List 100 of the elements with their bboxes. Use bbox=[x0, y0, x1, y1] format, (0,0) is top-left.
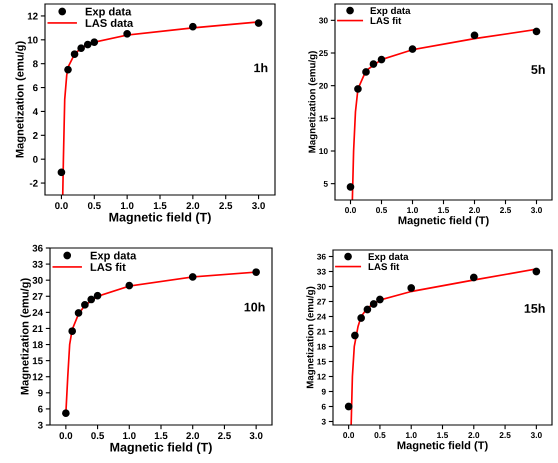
y-tick-label: 18 bbox=[32, 341, 43, 348]
point bbox=[81, 301, 89, 309]
y-tick-label: 36 bbox=[32, 244, 43, 252]
y-tick-label: 36 bbox=[316, 254, 326, 260]
x-tick-label: 2.5 bbox=[219, 202, 232, 210]
x-tick-label: 0.0 bbox=[55, 202, 68, 210]
x-tick-label: 2.5 bbox=[500, 432, 511, 438]
x-tick-label: 2.0 bbox=[468, 432, 480, 438]
x-tick-label: 1.5 bbox=[154, 202, 166, 210]
x-tick-label: 2.5 bbox=[218, 432, 231, 440]
x-tick-label: 1.5 bbox=[437, 432, 448, 438]
y-tick-label: 33 bbox=[316, 268, 326, 275]
y-axis-title: Magnetization (emu/g) bbox=[20, 278, 31, 394]
point bbox=[362, 68, 370, 76]
y-axis-title: Magnetization (emu/g) bbox=[308, 51, 318, 153]
point bbox=[94, 292, 102, 300]
y-tick-label: 3 bbox=[322, 418, 326, 425]
x-tick-label: 3.0 bbox=[252, 202, 265, 210]
point bbox=[77, 44, 85, 52]
y-tick-label: 9 bbox=[38, 390, 43, 396]
y-tick-label: 21 bbox=[32, 325, 43, 332]
y-tick-label: 30 bbox=[32, 276, 43, 284]
legend-label: Exp data bbox=[368, 252, 409, 262]
x-tick-label: 0.0 bbox=[59, 432, 72, 440]
point bbox=[470, 32, 478, 40]
point bbox=[532, 268, 540, 276]
x-tick-label: 1.0 bbox=[121, 202, 134, 210]
point bbox=[87, 296, 96, 304]
x-tick-label: 2.0 bbox=[186, 202, 200, 210]
y-tick-label: 12 bbox=[28, 12, 38, 20]
y-tick-label: 30 bbox=[316, 284, 326, 290]
point bbox=[68, 327, 76, 335]
x-tick-label: 0.5 bbox=[374, 432, 386, 438]
point bbox=[376, 296, 384, 304]
point bbox=[357, 314, 365, 322]
y-tick-label: 21 bbox=[317, 328, 326, 335]
y-axis-title: Magnetization (emu/g) bbox=[15, 41, 26, 158]
x-tick-label: 1.5 bbox=[438, 207, 450, 214]
y-tick-label: 3 bbox=[38, 422, 43, 429]
y-tick-label: 12 bbox=[317, 374, 326, 380]
y-tick-label: 24 bbox=[317, 314, 326, 320]
y-tick-label: 33 bbox=[32, 260, 43, 268]
y-tick-label: 2 bbox=[32, 132, 38, 139]
point bbox=[64, 66, 72, 74]
point bbox=[378, 56, 386, 64]
point bbox=[354, 85, 362, 93]
point bbox=[346, 183, 354, 191]
y-tick-label: 0 bbox=[33, 156, 38, 163]
point bbox=[254, 19, 262, 27]
y-tick-label: 24 bbox=[32, 309, 44, 316]
x-axis-title: Magnetic field (T) bbox=[110, 442, 212, 454]
point bbox=[62, 409, 70, 418]
x-tick-label: 0.5 bbox=[376, 207, 388, 214]
y-tick-label: 20 bbox=[319, 82, 328, 89]
annotation: 5h bbox=[531, 64, 545, 74]
point bbox=[532, 28, 540, 36]
x-tick-label: 1.0 bbox=[123, 432, 136, 440]
point bbox=[408, 45, 416, 53]
y-tick-label: 10 bbox=[319, 148, 328, 154]
point bbox=[84, 40, 92, 48]
y-tick-label: 15 bbox=[32, 357, 43, 364]
point bbox=[344, 402, 352, 410]
point bbox=[407, 284, 416, 292]
annotation: 15h bbox=[524, 304, 545, 313]
y-tick-label: 15 bbox=[319, 116, 328, 122]
point bbox=[70, 50, 78, 58]
y-tick-label: 9 bbox=[322, 388, 326, 395]
point bbox=[370, 300, 378, 308]
x-tick-label: 1.5 bbox=[154, 432, 168, 440]
point bbox=[125, 282, 134, 290]
annotation: 10h bbox=[244, 302, 265, 312]
point bbox=[252, 268, 260, 276]
x-tick-label: 0.5 bbox=[91, 432, 104, 440]
x-tick-label: 0.0 bbox=[345, 207, 356, 214]
point bbox=[370, 60, 378, 68]
point bbox=[189, 22, 197, 30]
point bbox=[74, 309, 82, 317]
x-axis-title: Magnetic field (T) bbox=[398, 216, 489, 227]
y-tick-label: 27 bbox=[32, 293, 43, 300]
legend-label: LAS fit bbox=[90, 262, 126, 271]
y-tick-label: 5 bbox=[324, 180, 328, 187]
x-tick-label: 2.5 bbox=[500, 207, 512, 214]
y-tick-label: 18 bbox=[317, 344, 326, 350]
y-tick-label: 15 bbox=[317, 358, 326, 365]
y-tick-label: 25 bbox=[319, 50, 328, 56]
y-tick-label: 8 bbox=[32, 60, 38, 68]
point bbox=[123, 30, 131, 38]
x-tick-label: 3.0 bbox=[530, 432, 542, 438]
x-tick-label: 0.5 bbox=[88, 202, 101, 210]
point bbox=[90, 38, 98, 46]
y-tick-label: 6 bbox=[322, 404, 326, 410]
x-axis-title: Magnetic field (T) bbox=[109, 212, 211, 224]
y-axis-title: Magnetization (emu/g) bbox=[306, 286, 316, 388]
y-tick-label: 6 bbox=[38, 406, 43, 413]
y-tick-label: 6 bbox=[33, 84, 38, 92]
point bbox=[351, 332, 359, 340]
y-tick-label: 10 bbox=[28, 36, 38, 44]
x-tick-label: 0.0 bbox=[343, 432, 354, 438]
x-axis-title: Magnetic field (T) bbox=[398, 441, 488, 452]
x-tick-label: 2.0 bbox=[186, 432, 200, 440]
